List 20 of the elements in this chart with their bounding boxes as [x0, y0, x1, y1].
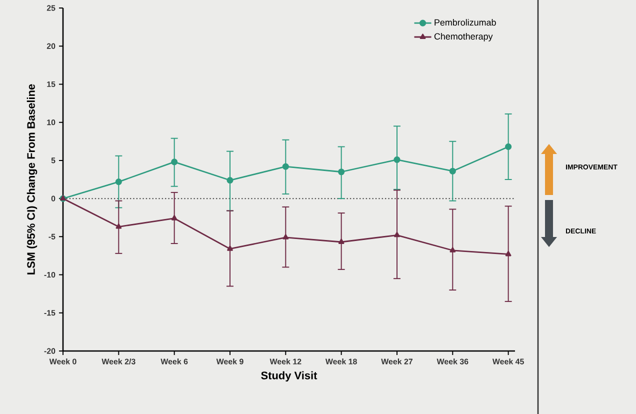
point: [282, 163, 289, 170]
point: [171, 215, 178, 220]
point: [450, 247, 456, 252]
x-axis-title: Study Visit: [261, 371, 318, 382]
y-axis-title: LSM (95% CI) Change From Baseline: [26, 84, 38, 274]
point: [505, 250, 512, 256]
point: [171, 158, 178, 166]
point: [226, 176, 234, 184]
point: [227, 246, 233, 251]
point: [505, 143, 512, 150]
point: [394, 232, 400, 238]
legend-label: Pembrolizumab: [434, 19, 496, 26]
point: [282, 234, 289, 240]
point: [394, 156, 400, 163]
point: [115, 178, 122, 186]
point: [449, 168, 456, 174]
legend-label: Chemotherapy: [434, 33, 493, 42]
point: [338, 238, 344, 244]
point: [116, 223, 122, 229]
point: [338, 168, 345, 176]
